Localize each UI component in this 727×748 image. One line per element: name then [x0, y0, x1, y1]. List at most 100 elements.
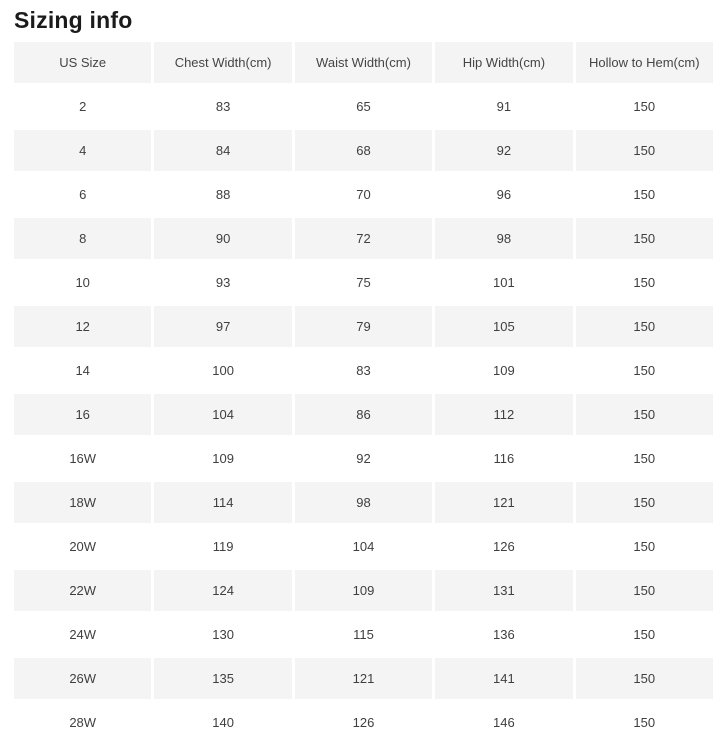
table-row: 8 90 72 98 150 — [14, 218, 713, 259]
table-cell: 109 — [294, 570, 433, 611]
table-row: 18W 114 98 121 150 — [14, 482, 713, 523]
table-cell: 86 — [294, 394, 433, 435]
table-row: 12 97 79 105 150 — [14, 306, 713, 347]
table-cell: 88 — [154, 174, 292, 215]
table-cell: 8 — [14, 218, 152, 259]
table-cell: 150 — [575, 86, 713, 127]
sizing-table: US Size Chest Width(cm) Waist Width(cm) Hip… — [11, 39, 716, 746]
table-cell: 116 — [435, 438, 573, 479]
page-title: Sizing info — [14, 7, 133, 33]
table-cell: 72 — [294, 218, 433, 259]
table-cell: 150 — [575, 526, 713, 567]
table-cell: 112 — [435, 394, 573, 435]
table-cell: 146 — [435, 702, 573, 743]
table-cell: 136 — [435, 614, 573, 655]
table-cell: 150 — [575, 130, 713, 171]
table-cell: 96 — [435, 174, 573, 215]
table-cell: 150 — [575, 438, 713, 479]
table-row: 10 93 75 101 150 — [14, 262, 713, 303]
table-row: 28W 140 126 146 150 — [14, 702, 713, 743]
table-row: 22W 124 109 131 150 — [14, 570, 713, 611]
table-cell: 26W — [14, 658, 152, 699]
column-header: Hip Width(cm) — [435, 42, 573, 83]
table-cell: 150 — [575, 218, 713, 259]
table-row: 16W 109 92 116 150 — [14, 438, 713, 479]
table-cell: 10 — [14, 262, 152, 303]
table-cell: 4 — [14, 130, 152, 171]
table-row: 20W 119 104 126 150 — [14, 526, 713, 567]
table-cell: 65 — [294, 86, 433, 127]
table-cell: 6 — [14, 174, 152, 215]
table-cell: 121 — [294, 658, 433, 699]
table-cell: 20W — [14, 526, 152, 567]
table-cell: 98 — [435, 218, 573, 259]
table-body: 2 83 65 91 150 4 84 68 92 150 6 88 70 96 150 8 90 72 98 150… — [14, 86, 713, 743]
table-cell: 101 — [435, 262, 573, 303]
table-cell: 12 — [14, 306, 152, 347]
table-cell: 83 — [154, 86, 292, 127]
table-row: 26W 135 121 141 150 — [14, 658, 713, 699]
table-cell: 115 — [294, 614, 433, 655]
table-cell: 109 — [154, 438, 292, 479]
table-cell: 150 — [575, 570, 713, 611]
table-cell: 130 — [154, 614, 292, 655]
table-cell: 114 — [154, 482, 292, 523]
table-cell: 16W — [14, 438, 152, 479]
table-cell: 126 — [435, 526, 573, 567]
table-row: 6 88 70 96 150 — [14, 174, 713, 215]
table-cell: 98 — [294, 482, 433, 523]
table-cell: 150 — [575, 614, 713, 655]
table-cell: 68 — [294, 130, 433, 171]
table-cell: 105 — [435, 306, 573, 347]
table-cell: 79 — [294, 306, 433, 347]
table-cell: 14 — [14, 350, 152, 391]
table-cell: 93 — [154, 262, 292, 303]
table-cell: 97 — [154, 306, 292, 347]
table-row: 24W 130 115 136 150 — [14, 614, 713, 655]
table-cell: 141 — [435, 658, 573, 699]
table-cell: 70 — [294, 174, 433, 215]
column-header: Waist Width(cm) — [294, 42, 433, 83]
table-cell: 121 — [435, 482, 573, 523]
table-cell: 140 — [154, 702, 292, 743]
table-cell: 150 — [575, 702, 713, 743]
table-cell: 24W — [14, 614, 152, 655]
table-cell: 104 — [154, 394, 292, 435]
table-cell: 83 — [294, 350, 433, 391]
table-cell: 28W — [14, 702, 152, 743]
table-row: 14 100 83 109 150 — [14, 350, 713, 391]
table-cell: 18W — [14, 482, 152, 523]
table-cell: 109 — [435, 350, 573, 391]
table-cell: 150 — [575, 262, 713, 303]
table-cell: 16 — [14, 394, 152, 435]
table-cell: 75 — [294, 262, 433, 303]
table-cell: 2 — [14, 86, 152, 127]
table-cell: 22W — [14, 570, 152, 611]
table-head: US Size Chest Width(cm) Waist Width(cm) Hip… — [14, 42, 713, 83]
table-cell: 119 — [154, 526, 292, 567]
header-row: US Size Chest Width(cm) Waist Width(cm) Hip… — [14, 42, 713, 83]
table-row: 2 83 65 91 150 — [14, 86, 713, 127]
table-cell: 124 — [154, 570, 292, 611]
table-row: 16 104 86 112 150 — [14, 394, 713, 435]
table-cell: 131 — [435, 570, 573, 611]
table-cell: 100 — [154, 350, 292, 391]
table-cell: 150 — [575, 350, 713, 391]
column-header: US Size — [14, 42, 152, 83]
table-cell: 150 — [575, 658, 713, 699]
table-cell: 92 — [294, 438, 433, 479]
table-cell: 150 — [575, 306, 713, 347]
table-cell: 84 — [154, 130, 292, 171]
table-cell: 150 — [575, 394, 713, 435]
table-cell: 90 — [154, 218, 292, 259]
column-header: Chest Width(cm) — [154, 42, 292, 83]
table-cell: 91 — [435, 86, 573, 127]
table-cell: 92 — [435, 130, 573, 171]
table-cell: 150 — [575, 174, 713, 215]
table-cell: 104 — [294, 526, 433, 567]
column-header: Hollow to Hem(cm) — [575, 42, 713, 83]
table-cell: 150 — [575, 482, 713, 523]
table-cell: 135 — [154, 658, 292, 699]
table-cell: 126 — [294, 702, 433, 743]
